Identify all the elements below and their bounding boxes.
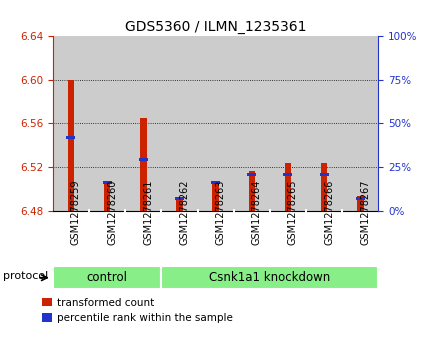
Bar <box>66 136 75 139</box>
Text: control: control <box>87 271 128 284</box>
Bar <box>176 197 183 211</box>
Bar <box>175 197 184 200</box>
Text: GSM1278261: GSM1278261 <box>143 180 153 245</box>
Text: Csnk1a1 knockdown: Csnk1a1 knockdown <box>209 271 330 284</box>
Text: GSM1278263: GSM1278263 <box>216 180 226 245</box>
Bar <box>139 158 148 161</box>
Text: GSM1278262: GSM1278262 <box>180 180 190 245</box>
Text: GSM1278259: GSM1278259 <box>71 180 81 245</box>
Bar <box>213 181 219 211</box>
Bar <box>357 196 363 211</box>
Text: GSM1278264: GSM1278264 <box>252 180 262 245</box>
Text: protocol: protocol <box>3 272 48 281</box>
Bar <box>140 118 147 211</box>
Bar <box>247 173 256 176</box>
Bar <box>319 173 329 176</box>
Bar <box>211 181 220 184</box>
Bar <box>53 266 161 289</box>
Bar <box>306 36 342 211</box>
Bar <box>285 163 291 211</box>
Bar <box>104 181 110 211</box>
Bar <box>103 181 112 184</box>
Bar <box>161 36 198 211</box>
Text: GSM1278267: GSM1278267 <box>360 180 370 245</box>
Bar <box>321 163 327 211</box>
Bar <box>234 36 270 211</box>
Bar <box>125 36 161 211</box>
Bar <box>283 173 293 176</box>
Bar <box>68 80 74 211</box>
Bar <box>161 266 378 289</box>
Bar <box>270 36 306 211</box>
Bar <box>342 36 378 211</box>
Legend: transformed count, percentile rank within the sample: transformed count, percentile rank withi… <box>40 295 235 325</box>
Bar <box>198 36 234 211</box>
Text: GSM1278260: GSM1278260 <box>107 180 117 245</box>
Text: GSM1278266: GSM1278266 <box>324 180 334 245</box>
Title: GDS5360 / ILMN_1235361: GDS5360 / ILMN_1235361 <box>125 20 306 34</box>
Text: GSM1278265: GSM1278265 <box>288 180 298 245</box>
Bar <box>249 171 255 211</box>
Bar <box>356 197 365 200</box>
Bar <box>53 36 89 211</box>
Bar <box>89 36 125 211</box>
